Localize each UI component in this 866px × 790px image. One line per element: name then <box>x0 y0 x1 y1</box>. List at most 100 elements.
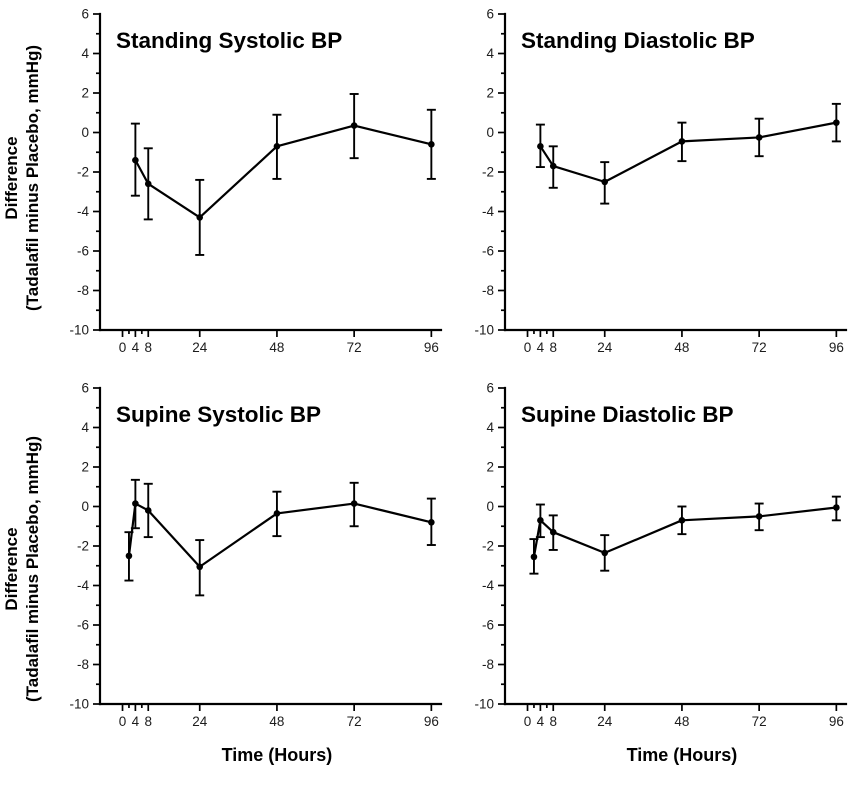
svg-text:6: 6 <box>486 7 494 22</box>
svg-text:24: 24 <box>597 340 613 355</box>
data-points <box>537 119 840 186</box>
svg-text:4: 4 <box>486 420 494 435</box>
svg-text:72: 72 <box>347 340 362 355</box>
svg-text:-6: -6 <box>77 244 89 259</box>
svg-text:-4: -4 <box>77 204 89 219</box>
svg-text:72: 72 <box>752 714 767 729</box>
svg-text:-4: -4 <box>77 578 89 593</box>
svg-text:6: 6 <box>81 381 89 396</box>
data-points <box>132 122 435 221</box>
svg-text:-2: -2 <box>77 539 89 554</box>
svg-text:8: 8 <box>549 340 557 355</box>
svg-text:-6: -6 <box>482 244 494 259</box>
svg-text:-10: -10 <box>474 697 494 712</box>
panel-title: Standing Systolic BP <box>116 28 342 53</box>
data-line <box>134 124 432 219</box>
tick-marks <box>93 13 433 337</box>
x-axis-label: Time (Hours) <box>222 745 333 765</box>
svg-text:0: 0 <box>81 125 89 140</box>
svg-text:0: 0 <box>486 125 494 140</box>
svg-text:-8: -8 <box>77 283 89 298</box>
svg-text:96: 96 <box>424 714 439 729</box>
panel-title: Supine Systolic BP <box>116 402 321 427</box>
svg-text:24: 24 <box>192 714 208 729</box>
y-axis-label-line1: Difference <box>1 136 21 220</box>
tick-marks <box>498 13 838 337</box>
svg-text:6: 6 <box>486 381 494 396</box>
axes <box>503 12 848 332</box>
svg-text:0: 0 <box>524 714 532 729</box>
error-bars <box>535 102 841 205</box>
svg-text:2: 2 <box>81 86 89 101</box>
data-points <box>125 500 435 571</box>
svg-text:4: 4 <box>537 340 545 355</box>
svg-text:-6: -6 <box>77 618 89 633</box>
svg-text:-2: -2 <box>77 165 89 180</box>
svg-text:2: 2 <box>81 460 89 475</box>
svg-text:-8: -8 <box>77 657 89 672</box>
data-points <box>530 504 840 561</box>
svg-text:4: 4 <box>537 714 545 729</box>
chart-supine-systolic-bp: 6 4 2 0 -2 -4 -6 -8 -10 0 4 8 24 48 72 96 Supine Systoli… <box>44 376 449 786</box>
svg-text:72: 72 <box>347 714 362 729</box>
svg-text:-10: -10 <box>69 697 89 712</box>
tick-marks <box>498 387 838 711</box>
svg-text:-8: -8 <box>482 283 494 298</box>
svg-text:8: 8 <box>144 714 152 729</box>
svg-text:72: 72 <box>752 340 767 355</box>
error-bars <box>529 495 841 575</box>
row-supine: Difference (Tadalafil minus Placebo, mmH… <box>0 376 866 786</box>
y-axis-label-line1: Difference <box>1 527 21 611</box>
y-axis-label-line2: (Tadalafil minus Placebo, mmHg) <box>23 44 42 311</box>
svg-text:6: 6 <box>81 7 89 22</box>
svg-text:4: 4 <box>132 714 140 729</box>
svg-text:4: 4 <box>81 46 89 61</box>
y-axis-label-supine: Difference (Tadalafil minus Placebo, mmH… <box>0 376 44 786</box>
svg-text:96: 96 <box>829 340 844 355</box>
svg-text:-10: -10 <box>69 323 89 338</box>
svg-text:48: 48 <box>674 340 689 355</box>
svg-text:24: 24 <box>192 340 208 355</box>
svg-text:8: 8 <box>144 340 152 355</box>
chart-standing-systolic-bp: 6 4 2 0 -2 -4 -6 -8 -10 0 4 8 24 48 72 96 Standing Systo… <box>44 2 449 376</box>
svg-text:0: 0 <box>524 340 532 355</box>
svg-text:4: 4 <box>132 340 140 355</box>
svg-text:0: 0 <box>81 499 89 514</box>
svg-text:96: 96 <box>829 714 844 729</box>
svg-text:2: 2 <box>486 86 494 101</box>
error-bars <box>130 93 436 256</box>
axes <box>98 12 443 332</box>
svg-text:-4: -4 <box>482 578 494 593</box>
error-bars <box>124 478 436 597</box>
svg-text:48: 48 <box>674 714 689 729</box>
svg-text:-4: -4 <box>482 204 494 219</box>
svg-text:8: 8 <box>549 714 557 729</box>
svg-text:-6: -6 <box>482 618 494 633</box>
tick-marks <box>93 387 433 711</box>
chart-supine-diastolic-bp: 6 4 2 0 -2 -4 -6 -8 -10 0 4 8 24 48 72 96 Supine Diastol… <box>449 376 854 786</box>
axes <box>503 386 848 706</box>
x-axis-label: Time (Hours) <box>627 745 738 765</box>
svg-text:2: 2 <box>486 460 494 475</box>
y-axis-label-standing: Difference (Tadalafil minus Placebo, mmH… <box>0 2 44 376</box>
y-axis-label-line2: (Tadalafil minus Placebo, mmHg) <box>23 435 42 702</box>
svg-text:0: 0 <box>119 714 127 729</box>
svg-text:0: 0 <box>486 499 494 514</box>
axes <box>98 386 443 706</box>
panel-title: Standing Diastolic BP <box>521 28 755 53</box>
svg-text:4: 4 <box>81 420 89 435</box>
svg-text:96: 96 <box>424 340 439 355</box>
data-line <box>539 121 837 183</box>
svg-text:4: 4 <box>486 46 494 61</box>
svg-text:0: 0 <box>119 340 127 355</box>
chart-standing-diastolic-bp: 6 4 2 0 -2 -4 -6 -8 -10 0 4 8 24 48 72 96 Standing Diast… <box>449 2 854 376</box>
row-standing: Difference (Tadalafil minus Placebo, mmH… <box>0 2 866 376</box>
svg-text:-8: -8 <box>482 657 494 672</box>
